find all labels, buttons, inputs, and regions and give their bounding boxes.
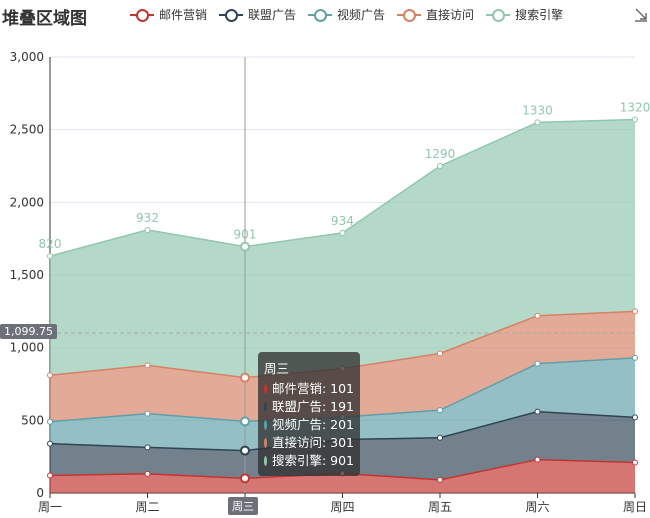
data-point	[144, 470, 151, 477]
x-tick-label: 周四	[330, 500, 354, 514]
x-tick-label: 周日	[623, 500, 647, 514]
legend-label: 直接访问	[426, 8, 475, 22]
data-point	[47, 472, 53, 479]
x-tick-label: 周六	[525, 500, 549, 514]
data-point	[437, 476, 443, 483]
y-tick-label: 0	[36, 486, 44, 500]
data-point	[47, 418, 53, 425]
legend-marker-icon	[486, 8, 511, 22]
legend-marker-icon	[130, 8, 154, 22]
swatch-icon	[264, 402, 267, 412]
tooltip-row: 联盟广告: 191	[264, 398, 354, 416]
tooltip-row: 直接访问: 301	[264, 434, 354, 452]
legend-item-email[interactable]: 邮件营销	[130, 6, 207, 23]
tooltip-row-label: 直接访问: 301	[271, 435, 354, 450]
legend-item-video[interactable]: 视频广告	[308, 6, 385, 23]
data-point	[632, 116, 638, 123]
data-point	[437, 163, 443, 169]
data-point	[47, 372, 53, 379]
swatch-icon	[264, 438, 267, 448]
data-point	[534, 312, 541, 319]
data-label: 1320	[620, 100, 650, 114]
data-point	[632, 459, 638, 466]
x-axis-pointer-label: 周三	[228, 497, 258, 515]
y-axis-pointer-label: 1,099.75	[0, 324, 57, 340]
tooltip: 周三 邮件营销: 101 联盟广告: 191 视频广告: 201 直接访问: 3…	[258, 352, 360, 476]
highlight-point	[240, 445, 250, 456]
legend-item-search[interactable]: 搜索引擎	[486, 6, 563, 23]
highlight-point	[240, 473, 250, 484]
data-label: 934	[331, 214, 354, 228]
y-tick-label: 3,000	[10, 50, 44, 64]
data-point	[534, 360, 541, 367]
data-point	[534, 408, 541, 415]
data-point	[534, 119, 541, 126]
tooltip-title: 周三	[264, 361, 290, 376]
data-point	[632, 354, 638, 361]
data-point	[339, 229, 346, 236]
tooltip-row: 邮件营销: 101	[264, 380, 354, 398]
highlight-point	[240, 241, 250, 252]
legend: 邮件营销 联盟广告 视频广告 直接访问 搜索引擎	[130, 6, 563, 23]
legend-label: 搜索引擎	[515, 8, 564, 22]
legend-marker-icon	[219, 8, 244, 22]
data-label: 820	[39, 237, 62, 251]
swatch-icon	[264, 384, 267, 394]
data-point	[534, 456, 541, 463]
series-area	[50, 357, 635, 451]
data-point	[47, 253, 53, 260]
data-point	[437, 407, 443, 414]
series-area	[50, 311, 635, 422]
legend-marker-icon	[397, 8, 422, 22]
data-point	[144, 444, 151, 451]
legend-item-direct[interactable]: 直接访问	[397, 6, 474, 23]
tooltip-row-label: 邮件营销: 101	[271, 381, 354, 396]
data-point	[632, 308, 638, 315]
x-tick-label: 周五	[428, 500, 452, 514]
chart-title: 堆叠区域图	[2, 9, 87, 29]
y-tick-label: 1,000	[10, 341, 44, 355]
y-tick-label: 1,500	[10, 268, 44, 282]
data-point	[437, 350, 443, 357]
data-label: 1330	[522, 103, 553, 117]
tooltip-row: 搜索引擎: 901	[264, 452, 354, 470]
series-area	[50, 119, 635, 378]
y-tick-label: 2,500	[10, 123, 44, 137]
highlight-point	[240, 416, 250, 427]
swatch-icon	[264, 456, 267, 466]
tooltip-row: 视频广告: 201	[264, 416, 354, 434]
legend-label: 邮件营销	[159, 8, 208, 22]
legend-item-union[interactable]: 联盟广告	[219, 6, 296, 23]
data-point	[144, 362, 151, 369]
swatch-icon	[264, 420, 267, 430]
legend-label: 视频广告	[337, 8, 386, 22]
x-tick-label: 周一	[38, 500, 62, 514]
y-tick-label: 2,000	[10, 195, 44, 209]
data-point	[144, 226, 151, 233]
legend-label: 联盟广告	[248, 8, 297, 22]
download-icon[interactable]	[634, 8, 648, 22]
data-point	[144, 410, 151, 417]
legend-marker-icon	[308, 8, 333, 22]
data-point	[632, 414, 638, 421]
highlight-point	[240, 372, 250, 383]
y-tick-label: 500	[21, 413, 44, 427]
data-point	[47, 440, 53, 447]
tooltip-row-label: 视频广告: 201	[271, 417, 354, 432]
data-label: 932	[136, 211, 159, 225]
tooltip-row-label: 联盟广告: 191	[271, 399, 354, 414]
data-point	[437, 434, 443, 441]
tooltip-row-label: 搜索引擎: 901	[271, 453, 354, 468]
data-label: 1290	[425, 147, 456, 161]
x-tick-label: 周二	[135, 500, 159, 514]
